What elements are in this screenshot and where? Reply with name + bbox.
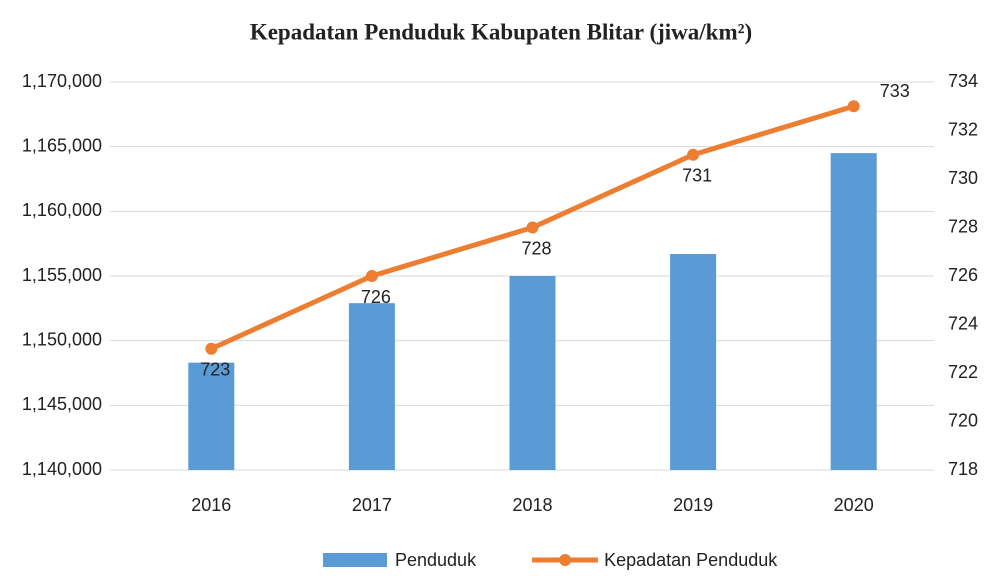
bar: [348, 303, 395, 470]
x-tick-label: 2018: [512, 495, 552, 515]
y2-tick-label: 734: [948, 71, 978, 91]
bar: [509, 276, 556, 470]
bar: [188, 362, 235, 470]
x-tick-label: 2017: [352, 495, 392, 515]
x-tick-label: 2019: [673, 495, 713, 515]
line-point: [687, 148, 700, 161]
bar: [670, 254, 717, 470]
legend-label: Kepadatan Penduduk: [604, 550, 778, 570]
line-point: [526, 221, 539, 234]
line-point: [205, 342, 218, 355]
bar: [830, 153, 877, 470]
y-tick-label: 1,170,000: [22, 71, 102, 91]
y-tick-label: 1,145,000: [22, 394, 102, 414]
y2-tick-label: 718: [948, 459, 978, 479]
legend-label: Penduduk: [395, 550, 477, 570]
y-tick-label: 1,155,000: [22, 265, 102, 285]
legend-swatch: [559, 554, 572, 566]
y-tick-label: 1,160,000: [22, 200, 102, 220]
x-tick-label: 2020: [834, 495, 874, 515]
line-point: [365, 270, 378, 282]
y2-tick-label: 720: [948, 410, 978, 430]
y-tick-label: 1,150,000: [22, 329, 102, 349]
chart-title: Kepadatan Penduduk Kabupaten Blitar (jiw…: [250, 19, 752, 44]
line-point: [847, 100, 860, 113]
legend-swatch: [323, 553, 387, 567]
y2-tick-label: 724: [948, 313, 978, 333]
data-label: 726: [361, 287, 391, 307]
x-tick-label: 2016: [191, 495, 231, 515]
data-label: 723: [200, 360, 230, 380]
y2-tick-label: 730: [948, 168, 978, 188]
y-tick-label: 1,165,000: [22, 135, 102, 155]
y-tick-label: 1,140,000: [22, 459, 102, 479]
y2-tick-label: 726: [948, 265, 978, 285]
y2-tick-label: 722: [948, 362, 978, 382]
data-label: 728: [521, 238, 551, 258]
data-label: 731: [682, 166, 712, 186]
data-label: 733: [880, 81, 910, 101]
y2-tick-label: 732: [948, 119, 978, 139]
y2-tick-label: 728: [948, 216, 978, 236]
